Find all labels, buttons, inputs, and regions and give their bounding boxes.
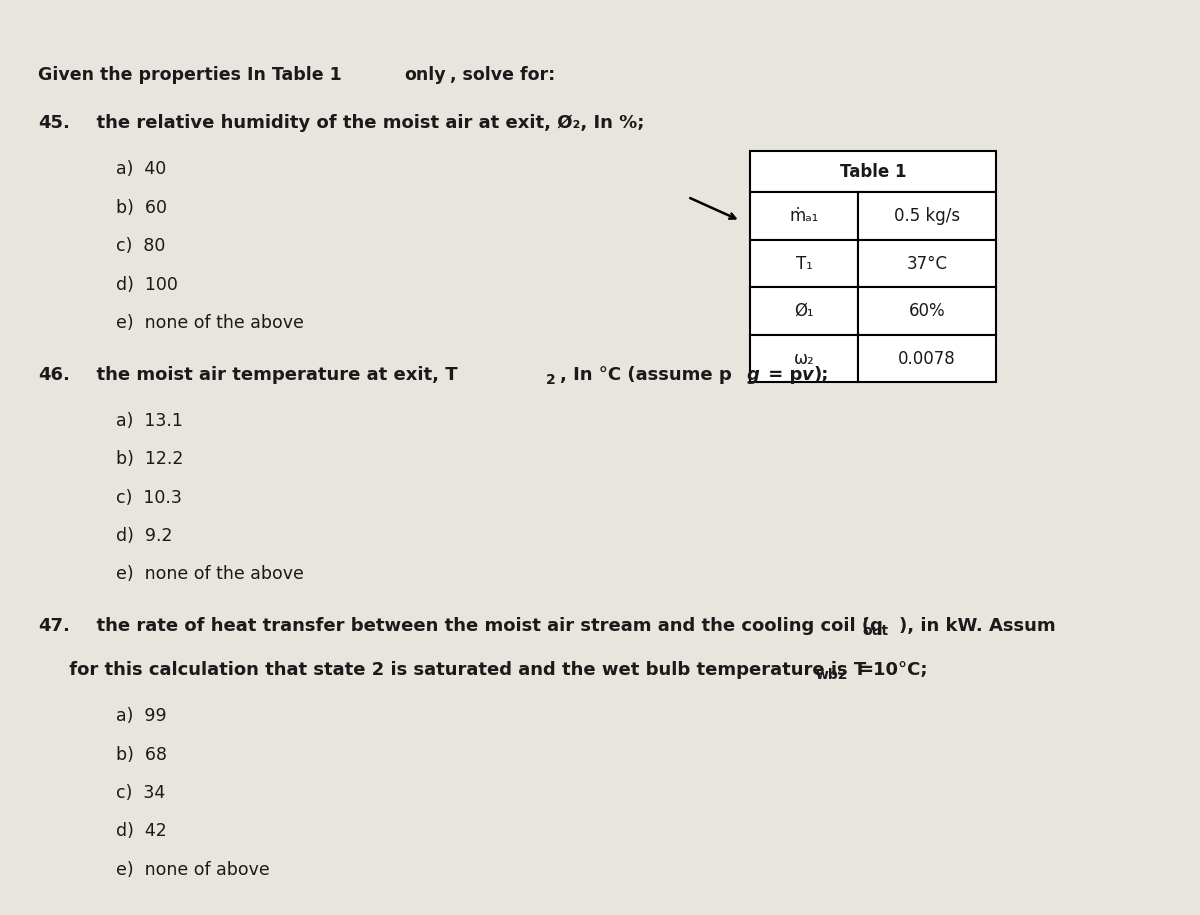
Text: e)  none of the above: e) none of the above [116,565,305,584]
Text: the moist air temperature at exit, T: the moist air temperature at exit, T [84,366,457,383]
Text: v: v [802,366,814,383]
Text: ω₂: ω₂ [793,350,815,368]
Text: ), in kW. Assum: ), in kW. Assum [899,617,1056,635]
Text: , solve for:: , solve for: [450,66,556,84]
Text: 37°C: 37°C [906,254,948,273]
Text: b)  12.2: b) 12.2 [116,450,184,468]
Text: c)  10.3: c) 10.3 [116,489,182,507]
Text: a)  13.1: a) 13.1 [116,412,184,430]
Text: Ø₁: Ø₁ [794,302,814,320]
Text: the rate of heat transfer between the moist air stream and the cooling coil (̇q: the rate of heat transfer between the mo… [84,617,883,635]
Text: 2: 2 [546,373,556,387]
Text: for this calculation that state 2 is saturated and the wet bulb temperature is T: for this calculation that state 2 is sat… [38,661,866,679]
Text: T₁: T₁ [796,254,812,273]
Text: b)  68: b) 68 [116,746,168,763]
Text: 47.: 47. [38,617,71,635]
Text: Given the properties In Table 1: Given the properties In Table 1 [38,66,348,84]
Text: c)  34: c) 34 [116,784,166,802]
Text: a)  40: a) 40 [116,160,167,178]
Text: 0.0078: 0.0078 [898,350,956,368]
Text: );: ); [814,366,829,383]
Text: 46.: 46. [38,366,71,383]
Text: =10°C;: =10°C; [858,661,928,679]
Text: a)  99: a) 99 [116,707,167,725]
Text: 45.: 45. [38,114,71,132]
Text: ṁₐ₁: ṁₐ₁ [790,207,818,225]
Text: e)  none of the above: e) none of the above [116,314,305,332]
Text: d)  42: d) 42 [116,823,167,840]
Text: Table 1: Table 1 [840,163,906,180]
Text: 0.5 kg/s: 0.5 kg/s [894,207,960,225]
Text: = p: = p [762,366,803,383]
Text: wb2: wb2 [816,668,848,683]
Text: , In °C (assume p: , In °C (assume p [560,366,732,383]
Text: out: out [863,624,889,639]
Text: g: g [746,366,760,383]
Text: only: only [404,66,446,84]
Text: e)  none of above: e) none of above [116,861,270,878]
Text: b)  60: b) 60 [116,199,168,217]
Text: c)  80: c) 80 [116,237,166,255]
Text: the relative humidity of the moist air at exit, Ø₂, In %;: the relative humidity of the moist air a… [84,114,644,132]
Text: 60%: 60% [908,302,946,320]
Text: d)  100: d) 100 [116,275,179,294]
Text: d)  9.2: d) 9.2 [116,527,173,545]
